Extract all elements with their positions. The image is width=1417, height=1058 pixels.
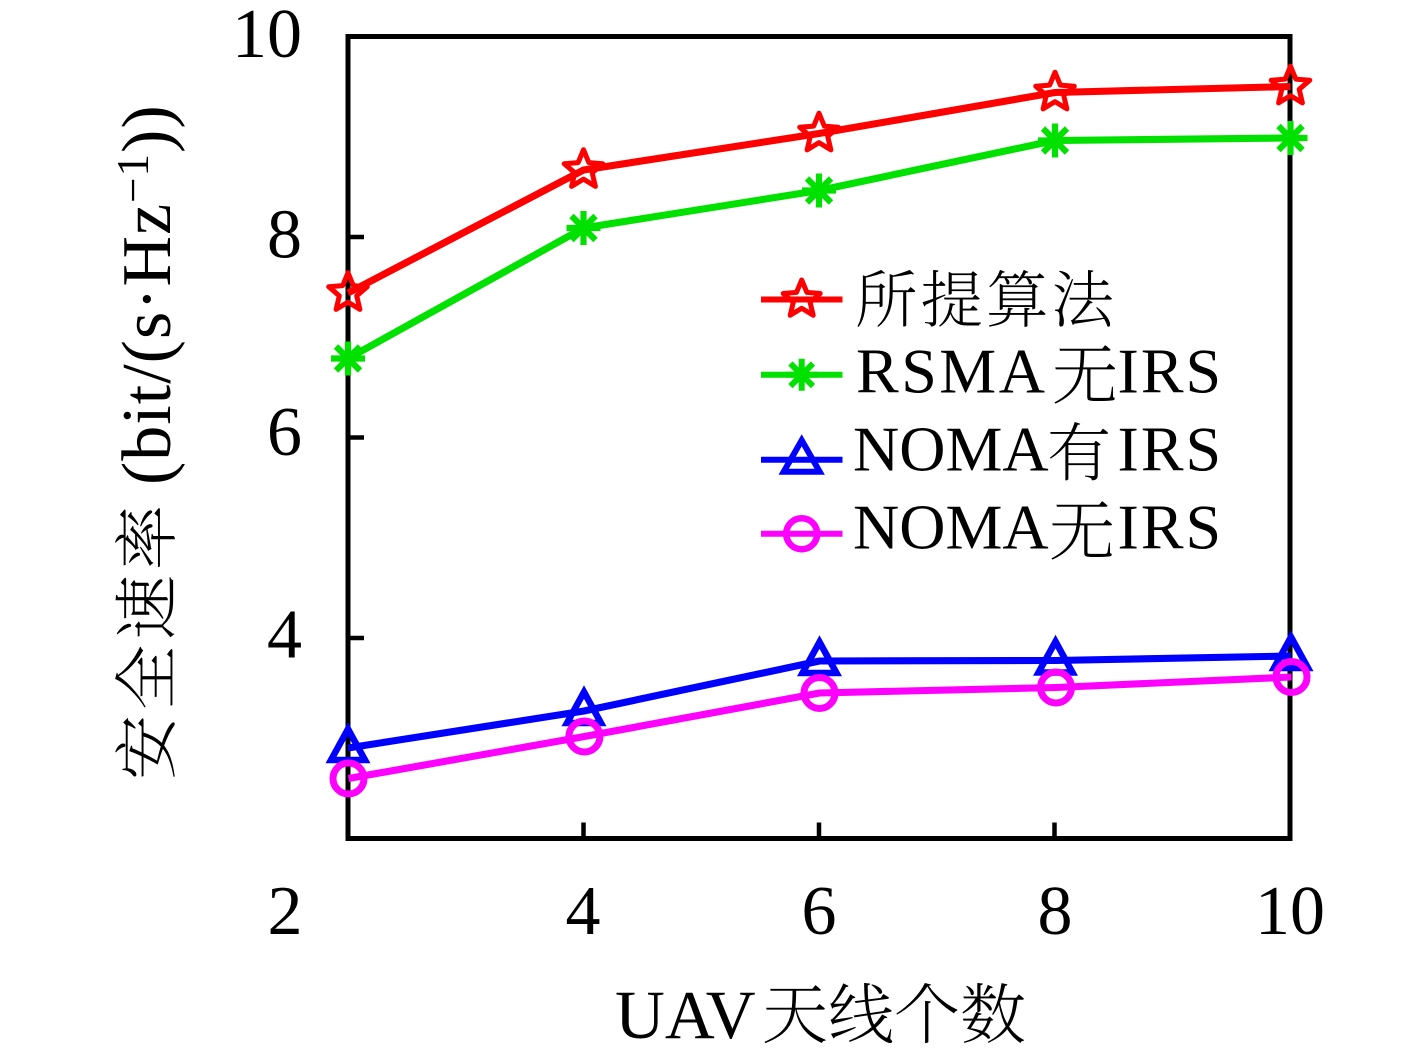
- svg-text:10: 10: [232, 0, 302, 73]
- svg-text:10: 10: [1255, 873, 1325, 950]
- svg-text:8: 8: [267, 196, 302, 273]
- svg-text:4: 4: [566, 873, 601, 950]
- svg-text:6: 6: [267, 394, 302, 471]
- svg-text:4: 4: [267, 596, 302, 673]
- svg-text:NOMA: NOMA: [853, 414, 1049, 485]
- svg-text:IRS: IRS: [1118, 336, 1224, 407]
- svg-text:IRS: IRS: [1118, 492, 1224, 563]
- svg-text:8: 8: [1038, 873, 1073, 950]
- svg-text:RSMA: RSMA: [856, 336, 1047, 407]
- svg-text:6: 6: [802, 873, 837, 950]
- svg-text:IRS: IRS: [1118, 414, 1224, 485]
- svg-text:UAV: UAV: [615, 977, 756, 1053]
- svg-text:2: 2: [268, 873, 303, 950]
- svg-text:NOMA: NOMA: [853, 492, 1049, 563]
